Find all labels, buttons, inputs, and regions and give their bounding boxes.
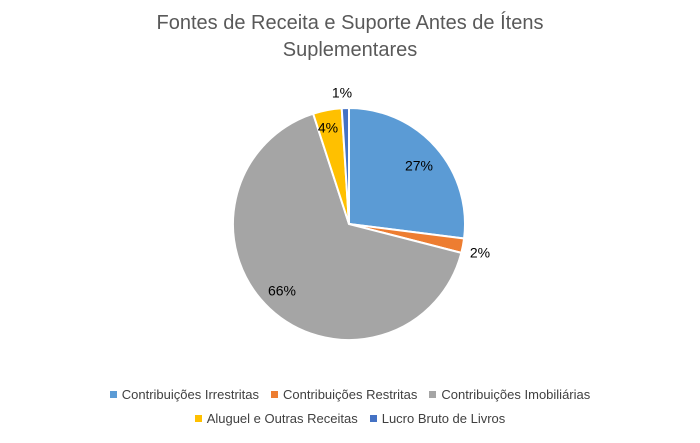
legend-label: Contribuições Restritas xyxy=(283,386,418,402)
legend-label: Contribuições Imobiliárias xyxy=(441,386,591,402)
legend-swatch xyxy=(271,390,279,398)
legend-label: Lucro Bruto de Livros xyxy=(381,410,506,426)
chart-title-line-1: Fontes de Receita e Suporte Antes de Íte… xyxy=(156,12,544,34)
pie-slice-contribuicoes-imobiliarias xyxy=(232,112,463,341)
legend-item-contribuicoes-imobiliarias: Contribuições Imobiliárias xyxy=(429,387,590,402)
data-label: 27% xyxy=(405,158,433,174)
legend-item-contribuicoes-irrestritas: Contribuições Irrestritas xyxy=(109,386,260,402)
legend-swatch xyxy=(429,390,437,398)
legend-item-lucro-bruto-de-livros: Lucro Bruto de Livros xyxy=(369,410,506,426)
legend-swatch xyxy=(194,414,202,422)
legend-swatch xyxy=(369,414,377,422)
legend-swatch xyxy=(109,390,117,398)
legend: Contribuições Irrestritas Contribuições … xyxy=(0,382,700,430)
data-label: 1% xyxy=(332,85,352,101)
legend-row-2: Aluguel e Outras Receitas Lucro Bruto de… xyxy=(0,406,700,430)
chart-title-line-2: Suplementares xyxy=(282,39,418,61)
legend-item-contribuicoes-restritas: Contribuições Restritas xyxy=(271,387,417,402)
pie-slice-lucro-bruto-de-livros xyxy=(340,106,350,225)
data-label: 2% xyxy=(470,245,490,261)
legend-label: Aluguel e Outras Receitas xyxy=(206,410,358,426)
data-label: 4% xyxy=(318,120,338,136)
data-label: 66% xyxy=(268,283,296,299)
legend-item-aluguel-e-outras-receitas: Aluguel e Outras Receitas xyxy=(194,410,358,426)
chart-title: Fontes de Receita e Suporte Antes de Íte… xyxy=(0,10,700,64)
pie-slice-contribuicoes-irrestritas xyxy=(348,106,466,240)
legend-label: Contribuições Irrestritas xyxy=(121,386,260,402)
legend-row-1: Contribuições Irrestritas Contribuições … xyxy=(0,382,700,406)
